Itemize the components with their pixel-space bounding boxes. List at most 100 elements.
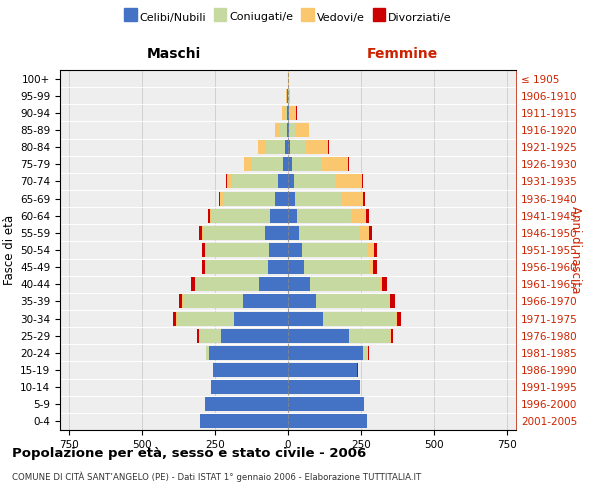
- Bar: [335, 174, 362, 188]
- Bar: [269, 243, 288, 257]
- Bar: [200, 414, 288, 428]
- Bar: [173, 312, 176, 326]
- Bar: [370, 260, 373, 274]
- Bar: [183, 294, 242, 308]
- Bar: [265, 226, 288, 240]
- Bar: [271, 208, 288, 222]
- Text: COMUNE DI CITÀ SANT’ANGELO (PE) - Dati ISTAT 1° gennaio 2006 - Elaborazione TUTT: COMUNE DI CITÀ SANT’ANGELO (PE) - Dati I…: [12, 471, 421, 482]
- Bar: [391, 294, 395, 308]
- Bar: [205, 243, 206, 257]
- Bar: [362, 174, 363, 188]
- Bar: [288, 294, 316, 308]
- Bar: [391, 328, 393, 342]
- Bar: [292, 158, 321, 172]
- Bar: [244, 158, 251, 172]
- Bar: [342, 192, 363, 205]
- Bar: [199, 328, 221, 342]
- Bar: [288, 312, 323, 326]
- Bar: [259, 278, 288, 291]
- Bar: [362, 346, 368, 360]
- Bar: [374, 243, 377, 257]
- Text: Popolazione per età, sesso e stato civile - 2006: Popolazione per età, sesso e stato civil…: [12, 448, 366, 460]
- Bar: [202, 243, 205, 257]
- Bar: [214, 363, 288, 377]
- Bar: [297, 208, 351, 222]
- Bar: [361, 226, 369, 240]
- Bar: [202, 226, 203, 240]
- Y-axis label: Fasce di età: Fasce di età: [3, 215, 16, 285]
- Bar: [305, 140, 328, 154]
- Bar: [288, 363, 356, 377]
- Bar: [283, 106, 285, 120]
- Bar: [209, 208, 212, 222]
- Bar: [258, 140, 266, 154]
- Bar: [290, 140, 305, 154]
- Bar: [389, 294, 391, 308]
- Bar: [302, 243, 368, 257]
- Bar: [288, 380, 359, 394]
- Bar: [275, 123, 280, 137]
- Y-axis label: Anni di nascita: Anni di nascita: [569, 206, 582, 294]
- Bar: [196, 278, 259, 291]
- Bar: [212, 208, 271, 222]
- Bar: [380, 278, 382, 291]
- Bar: [369, 226, 372, 240]
- Bar: [299, 226, 361, 240]
- Bar: [226, 174, 227, 188]
- Bar: [366, 208, 369, 222]
- Bar: [283, 158, 288, 172]
- Bar: [288, 226, 299, 240]
- Bar: [287, 106, 288, 120]
- Bar: [179, 294, 182, 308]
- Bar: [323, 312, 396, 326]
- Bar: [208, 208, 209, 222]
- Bar: [202, 260, 205, 274]
- Bar: [288, 174, 294, 188]
- Bar: [289, 106, 290, 120]
- Bar: [396, 312, 397, 326]
- Bar: [328, 140, 329, 154]
- Bar: [288, 192, 295, 205]
- Bar: [275, 192, 288, 205]
- Bar: [287, 123, 288, 137]
- Bar: [224, 192, 275, 205]
- Bar: [221, 328, 288, 342]
- Bar: [295, 123, 309, 137]
- Bar: [177, 312, 234, 326]
- Bar: [232, 174, 278, 188]
- Bar: [268, 260, 288, 274]
- Bar: [209, 346, 288, 360]
- Bar: [288, 414, 367, 428]
- Bar: [288, 158, 292, 172]
- Bar: [203, 226, 265, 240]
- Bar: [206, 243, 269, 257]
- Bar: [285, 140, 288, 154]
- Bar: [206, 260, 268, 274]
- Bar: [288, 260, 304, 274]
- Bar: [205, 398, 288, 411]
- Bar: [288, 123, 289, 137]
- Text: Femmine: Femmine: [367, 46, 437, 60]
- Bar: [310, 278, 380, 291]
- Bar: [348, 158, 349, 172]
- Bar: [251, 158, 283, 172]
- Bar: [288, 243, 302, 257]
- Bar: [266, 140, 285, 154]
- Bar: [227, 174, 232, 188]
- Bar: [368, 243, 374, 257]
- Bar: [220, 192, 224, 205]
- Bar: [349, 328, 391, 342]
- Bar: [316, 294, 389, 308]
- Bar: [304, 260, 370, 274]
- Bar: [206, 346, 209, 360]
- Bar: [289, 123, 295, 137]
- Bar: [288, 140, 290, 154]
- Bar: [382, 278, 387, 291]
- Bar: [373, 260, 377, 274]
- Bar: [288, 208, 297, 222]
- Bar: [211, 380, 288, 394]
- Bar: [288, 328, 349, 342]
- Bar: [294, 174, 335, 188]
- Bar: [295, 192, 342, 205]
- Bar: [289, 88, 290, 102]
